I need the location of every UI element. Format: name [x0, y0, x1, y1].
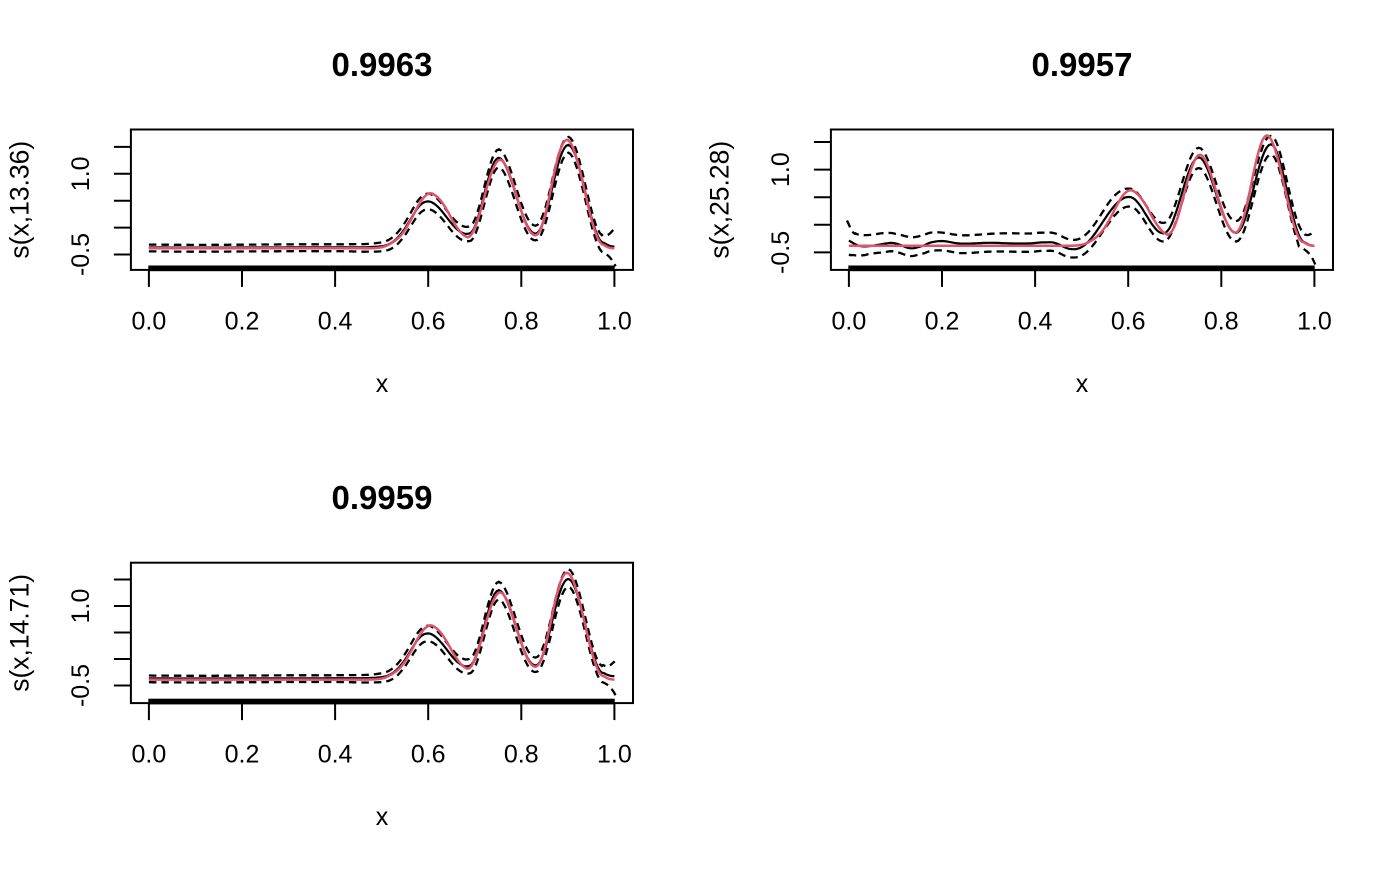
- svg-text:0.2: 0.2: [225, 307, 260, 335]
- svg-text:1.0: 1.0: [67, 156, 95, 191]
- svg-text:s(x,13.36): s(x,13.36): [5, 141, 35, 259]
- svg-text:0.0: 0.0: [832, 307, 867, 335]
- svg-text:0.4: 0.4: [318, 307, 353, 335]
- svg-text:-0.5: -0.5: [67, 664, 95, 707]
- svg-text:s(x,25.28): s(x,25.28): [705, 141, 735, 259]
- svg-text:x: x: [376, 370, 389, 398]
- svg-text:1.0: 1.0: [67, 589, 95, 624]
- svg-text:0.6: 0.6: [411, 741, 446, 769]
- svg-text:0.4: 0.4: [318, 741, 353, 769]
- svg-text:0.9959: 0.9959: [332, 479, 433, 516]
- svg-text:0.2: 0.2: [925, 307, 960, 335]
- svg-text:x: x: [376, 803, 389, 831]
- svg-text:-0.5: -0.5: [767, 231, 795, 274]
- svg-text:1.0: 1.0: [597, 307, 632, 335]
- svg-text:0.8: 0.8: [504, 307, 539, 335]
- svg-text:1.0: 1.0: [597, 741, 632, 769]
- svg-text:0.2: 0.2: [225, 741, 260, 769]
- svg-text:1.0: 1.0: [1297, 307, 1332, 335]
- svg-text:1.0: 1.0: [767, 152, 795, 187]
- svg-text:s(x,14.71): s(x,14.71): [5, 574, 35, 692]
- svg-text:0.6: 0.6: [1111, 307, 1146, 335]
- svg-text:0.0: 0.0: [132, 741, 167, 769]
- svg-text:x: x: [1076, 370, 1089, 398]
- svg-text:0.0: 0.0: [132, 307, 167, 335]
- svg-text:0.9957: 0.9957: [1032, 46, 1133, 83]
- svg-text:0.6: 0.6: [411, 307, 446, 335]
- svg-text:-0.5: -0.5: [67, 233, 95, 276]
- svg-text:0.4: 0.4: [1018, 307, 1053, 335]
- svg-text:0.8: 0.8: [1204, 307, 1239, 335]
- svg-text:0.9963: 0.9963: [332, 46, 433, 83]
- svg-text:0.8: 0.8: [504, 741, 539, 769]
